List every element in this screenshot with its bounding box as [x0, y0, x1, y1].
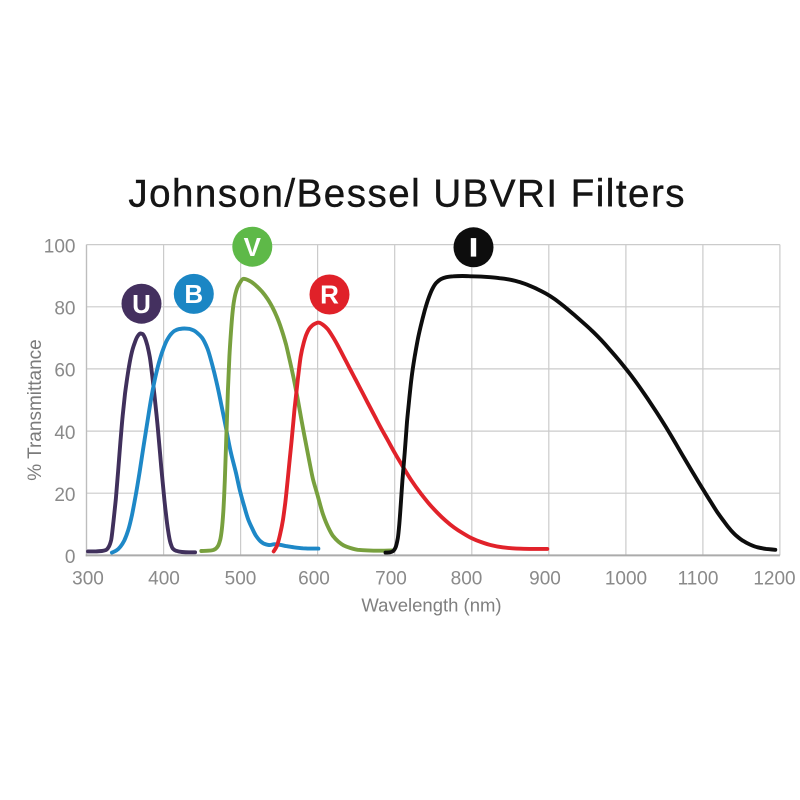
- svg-text:U: U: [132, 289, 151, 319]
- svg-text:300: 300: [72, 568, 104, 589]
- svg-text:800: 800: [451, 568, 483, 589]
- svg-text:80: 80: [54, 299, 75, 320]
- svg-text:20: 20: [54, 485, 75, 506]
- svg-text:600: 600: [298, 568, 330, 589]
- svg-text:1100: 1100: [678, 568, 719, 589]
- svg-text:1000: 1000: [605, 568, 647, 589]
- svg-text:R: R: [320, 280, 339, 310]
- svg-text:60: 60: [54, 361, 75, 382]
- svg-text:Wavelength (nm): Wavelength (nm): [361, 595, 501, 616]
- svg-text:40: 40: [54, 423, 75, 444]
- svg-text:100: 100: [44, 236, 76, 257]
- svg-text:700: 700: [375, 568, 407, 589]
- svg-text:0: 0: [65, 547, 76, 568]
- svg-text:Johnson/Bessel UBVRI Filters: Johnson/Bessel UBVRI Filters: [128, 173, 686, 216]
- svg-text:400: 400: [148, 568, 180, 589]
- svg-text:V: V: [244, 232, 262, 262]
- svg-text:900: 900: [529, 568, 561, 589]
- svg-text:B: B: [184, 279, 203, 309]
- svg-text:1200: 1200: [753, 568, 795, 589]
- svg-text:500: 500: [225, 568, 257, 589]
- svg-text:% Transmittance: % Transmittance: [25, 339, 46, 481]
